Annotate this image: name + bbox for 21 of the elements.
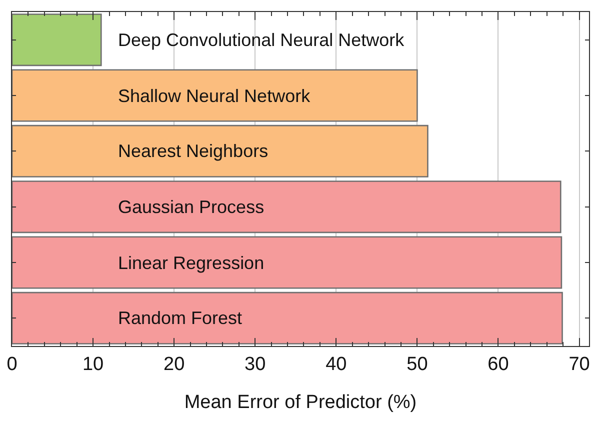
y-tick-label: Gaussian Process: [118, 197, 264, 217]
x-tick-label: 40: [326, 354, 347, 375]
x-tick-label: 10: [82, 354, 104, 375]
x-tick-label: 50: [406, 354, 428, 375]
y-tick-label: Deep Convolutional Neural Network: [118, 30, 406, 50]
x-tick-label: 0: [6, 354, 18, 375]
bar: [12, 236, 562, 289]
bar: [12, 180, 562, 234]
x-tick-label: 20: [164, 354, 185, 375]
bar: [12, 292, 563, 344]
bar: [12, 14, 102, 66]
y-tick-label: Nearest Neighbors: [118, 141, 268, 161]
bar: [12, 69, 418, 122]
x-tick-label: 30: [244, 354, 266, 375]
y-tick-label: Linear Regression: [118, 253, 264, 273]
x-tick-label: 60: [488, 354, 509, 375]
bar: [12, 124, 428, 178]
y-tick-label: Random Forest: [118, 308, 242, 328]
y-tick-label: Shallow Neural Network: [118, 86, 312, 106]
x-tick-label: 70: [568, 354, 590, 375]
x-axis-title: Mean Error of Predictor (%): [184, 392, 417, 413]
